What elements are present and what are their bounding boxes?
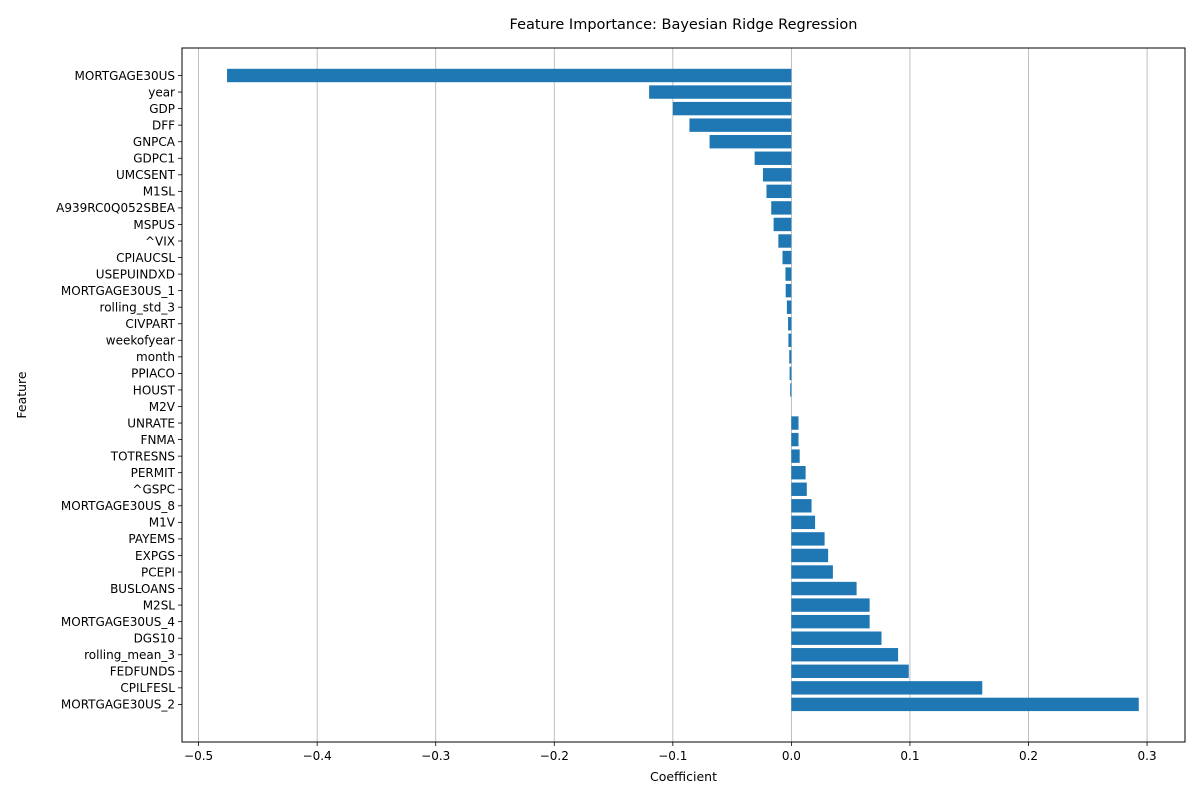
y-tick-label: PPIACO (131, 367, 175, 381)
bar (790, 383, 792, 397)
y-tick-label: CPILFESL (120, 681, 175, 695)
y-tick-label: BUSLOANS (110, 582, 175, 596)
y-tick-label: DGS10 (134, 632, 175, 646)
y-tick-label: weekofyear (106, 334, 175, 348)
y-tick-label: UMCSENT (116, 168, 176, 182)
y-tick-label: TOTRESNS (110, 449, 175, 463)
y-tick-label: M1V (149, 516, 176, 530)
plot-area-frame (181, 47, 1186, 743)
y-axis-label: Feature (14, 371, 29, 419)
y-tick-label: GDP (149, 102, 175, 116)
bar (785, 283, 792, 298)
x-tick-label: −0.5 (184, 749, 213, 763)
bar (791, 697, 1139, 712)
bar (791, 532, 825, 546)
bar (791, 515, 816, 530)
bar (791, 581, 857, 596)
bar (791, 499, 812, 513)
bar (791, 681, 983, 695)
y-tick-label: M2V (149, 400, 176, 414)
bar (791, 416, 799, 430)
bar (791, 548, 829, 563)
y-tick-label: M2SL (143, 598, 176, 612)
bar (791, 432, 799, 447)
y-tick-label: FEDFUNDS (110, 665, 175, 679)
bar (791, 482, 807, 496)
y-tick-label: MORTGAGE30US_8 (61, 499, 175, 513)
bar (689, 118, 792, 132)
x-tick-label: 0.3 (1138, 749, 1157, 763)
bar (791, 614, 870, 629)
y-tick-label: MORTGAGE30US (75, 69, 175, 83)
x-tick-label: 0.2 (1019, 749, 1038, 763)
y-tick-label: UNRATE (127, 416, 175, 430)
bar (771, 201, 792, 215)
y-tick-label: MORTGAGE30US_2 (61, 698, 175, 712)
bar (789, 366, 792, 381)
bar (791, 449, 800, 463)
y-tick-label: rolling_mean_3 (84, 648, 175, 662)
bar (762, 168, 792, 182)
bar (791, 598, 870, 612)
bar-layer (227, 68, 1139, 712)
bar (782, 250, 792, 265)
bar (791, 664, 909, 678)
y-tick-label: CPIAUCSL (116, 251, 175, 265)
y-tick-label: DFF (152, 118, 175, 132)
y-tick-label: rolling_std_3 (100, 301, 175, 315)
bar (791, 466, 806, 480)
bar (791, 565, 833, 579)
bar (788, 317, 792, 331)
y-tick-label: ^GSPC (132, 483, 175, 497)
y-tick-label: PCEPI (141, 565, 175, 579)
bar (791, 631, 882, 645)
x-tick-label: −0.3 (421, 749, 450, 763)
y-tick-label: A939RC0Q052SBEA (56, 201, 176, 215)
bar (773, 217, 792, 232)
y-tick-label: month (136, 350, 175, 364)
y-tick-label: M1SL (143, 185, 176, 199)
y-tick-label: year (148, 85, 175, 99)
x-tick-label: 0.1 (900, 749, 919, 763)
y-tick-label: MSPUS (133, 218, 175, 232)
y-tick-label: PAYEMS (128, 532, 175, 546)
y-tick-label: PERMIT (131, 466, 176, 480)
chart-title: Feature Importance: Bayesian Ridge Regre… (510, 17, 858, 33)
x-axis-label: Coefficient (650, 769, 717, 784)
bar (785, 267, 792, 281)
x-axis-ticks: −0.5 −0.4 −0.3 −0.2 −0.1 0.0 0.1 0.2 0.3 (184, 742, 1157, 763)
bar (789, 350, 792, 364)
x-tick-label: 0.0 (782, 749, 801, 763)
y-tick-label: GDPC1 (133, 152, 175, 166)
bar (778, 234, 792, 248)
y-tick-label: MORTGAGE30US_1 (61, 284, 175, 298)
y-tick-label: CIVPART (125, 317, 175, 331)
bar (649, 85, 792, 99)
y-tick-label: GNPCA (133, 135, 176, 149)
bar (227, 68, 792, 83)
bar (672, 101, 792, 116)
bar (788, 333, 792, 347)
y-tick-label: ^VIX (145, 234, 175, 248)
y-axis-ticks: MORTGAGE30US year GDP DFF GNPCA GDPC1 UMCSENT M… (56, 69, 182, 712)
x-tick-label: −0.2 (540, 749, 569, 763)
y-tick-label: EXPGS (135, 549, 175, 563)
bar (791, 648, 899, 662)
x-tick-label: −0.4 (303, 749, 332, 763)
y-tick-label: FNMA (141, 433, 176, 447)
bar (709, 135, 792, 149)
x-tick-label: −0.1 (658, 749, 687, 763)
y-tick-label: HOUST (133, 383, 176, 397)
y-tick-label: MORTGAGE30US_4 (61, 615, 175, 629)
y-tick-label: USEPUINDXD (96, 267, 175, 281)
bar (786, 300, 792, 314)
bar (766, 184, 792, 199)
bar (754, 151, 792, 165)
